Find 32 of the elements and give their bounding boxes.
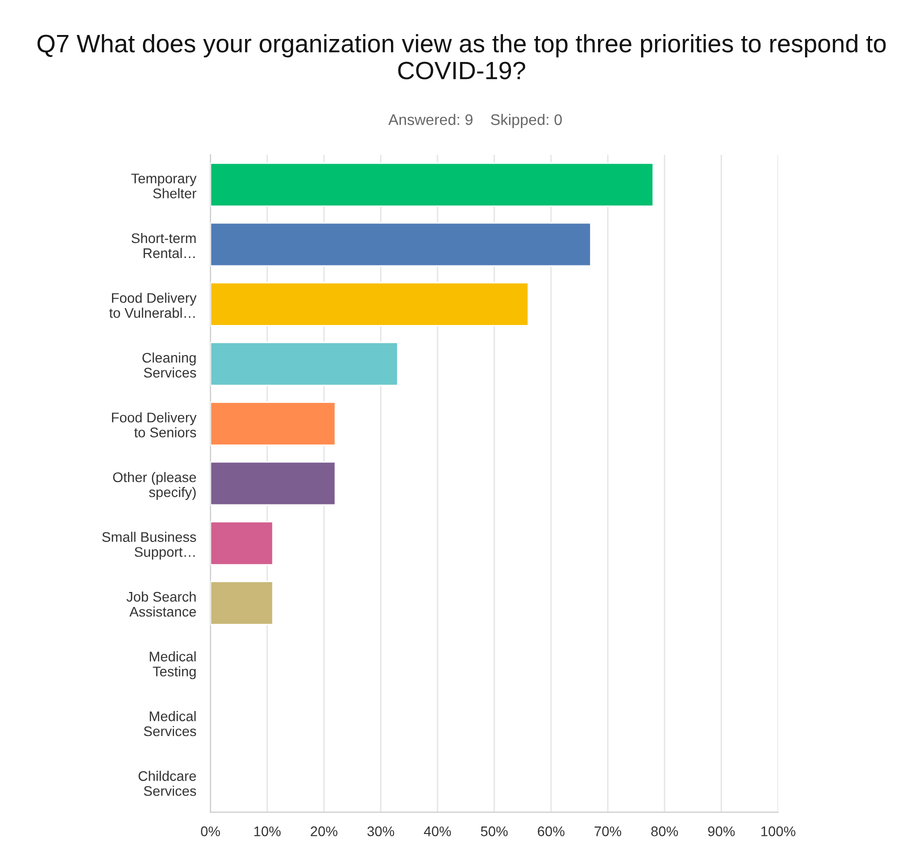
x-tick-label: 100%	[761, 826, 796, 836]
bar	[210, 162, 654, 207]
y-tick-label: Cleaning Services	[142, 352, 196, 378]
y-tick-label: Job Search Assistance	[126, 592, 196, 617]
x-tick-label: 10%	[254, 826, 281, 836]
y-tick-label: Medical Services	[144, 711, 196, 736]
y-tick-label: Medical Testing	[150, 651, 196, 680]
bar	[210, 461, 336, 506]
x-tick-label: 50%	[480, 826, 508, 836]
y-tick-label: Temporary Shelter	[131, 174, 197, 198]
x-tick-label: 90%	[708, 826, 735, 836]
y-tick-label: Food Delivery to Vulnerabl…	[109, 292, 197, 318]
x-tick-label: 0%	[200, 826, 220, 836]
bar	[210, 282, 530, 326]
y-tick-label: Small Business Support…	[102, 532, 196, 560]
bar	[210, 521, 274, 566]
bar	[210, 342, 398, 386]
x-tick-label: 60%	[538, 826, 564, 836]
x-tick-label: 20%	[310, 826, 338, 836]
chart-subtitle: Answered: 9 Skipped: 0	[388, 114, 562, 128]
bar	[210, 222, 592, 267]
bar	[210, 402, 336, 446]
x-tick-label: 30%	[367, 826, 394, 836]
x-tick-label: 80%	[651, 826, 678, 836]
y-tick-label: Short-term Rental…	[132, 232, 196, 258]
x-tick-label: 40%	[424, 826, 451, 836]
y-tick-label: Other (please specify)	[113, 472, 196, 500]
y-tick-label: Childcare Services	[138, 770, 196, 796]
chart-title: Q7 What does your organization view as the top three priorities to respond to COVID-19?	[37, 34, 886, 80]
y-tick-label: Food Delivery to Seniors	[112, 412, 197, 438]
x-tick-label: 70%	[594, 826, 622, 836]
bar	[210, 580, 274, 626]
